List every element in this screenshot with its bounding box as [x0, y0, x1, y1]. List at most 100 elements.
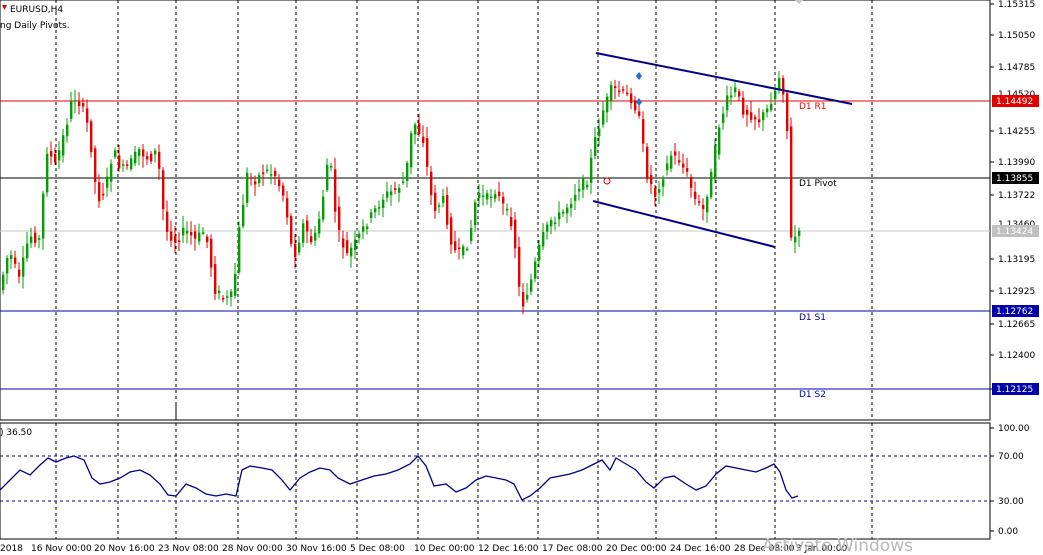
candle-body [650, 175, 653, 185]
time-axis-label: 23 Nov 08:00 [158, 544, 219, 554]
candle-body [78, 101, 81, 107]
candle-body [158, 151, 161, 169]
main-chart-frame [0, 0, 991, 421]
candle-body [462, 246, 465, 256]
candle-body [206, 236, 209, 243]
candle-body [38, 238, 41, 240]
lower-trendline[interactable] [592, 200, 776, 248]
candle-body [386, 191, 389, 198]
candle-body [502, 196, 505, 204]
candle-body [330, 165, 333, 168]
candle-body [26, 243, 29, 259]
candle-body [22, 257, 25, 277]
candle-body [786, 93, 789, 132]
candle-body [90, 121, 93, 153]
candle-body [162, 170, 165, 210]
candle-body [118, 155, 121, 169]
price-axis-label: 1.14255 [998, 127, 1035, 137]
candle-body [566, 207, 569, 214]
candle-body [262, 172, 265, 175]
candle-body [482, 195, 485, 198]
candle-body [406, 162, 409, 181]
candle-body [486, 193, 489, 200]
rsi-axis-label: 0.00 [998, 527, 1018, 537]
candle-body [490, 196, 493, 199]
candle-body [610, 85, 613, 102]
candle-body [770, 104, 773, 111]
candle-body [522, 292, 525, 307]
vertical-grid [55, 0, 873, 539]
candle-body [414, 124, 417, 135]
candle-body [722, 113, 725, 123]
candle-body [694, 191, 697, 200]
current-price-tag-text: 1.13424 [996, 227, 1033, 237]
candle-body [294, 243, 297, 258]
candle-body [514, 219, 517, 249]
candle-body [558, 212, 561, 220]
candle-body [378, 207, 381, 209]
candle-body [598, 128, 601, 137]
candle-body [730, 95, 733, 98]
candle-body [258, 175, 261, 184]
pivot-label: D1 Pivot [799, 179, 837, 189]
candle-body [218, 290, 221, 294]
candle-body [710, 171, 713, 198]
candle-body [322, 196, 325, 220]
candle-body [394, 188, 397, 190]
chart-shift-icon[interactable] [795, 0, 803, 4]
candle-body [586, 184, 589, 188]
candle-body [298, 242, 301, 253]
time-axis-label: 2018 [0, 544, 23, 554]
candle-body [670, 155, 673, 169]
sell-arrow-icon [2, 5, 7, 10]
candle-body [762, 112, 765, 121]
candle-body [306, 220, 309, 232]
candle-body [450, 217, 453, 245]
candle-body [426, 138, 429, 167]
candle-body [678, 160, 681, 163]
candle-body [114, 150, 117, 157]
candle-body [342, 238, 345, 248]
candle-body [606, 96, 609, 113]
candle-body [782, 78, 785, 95]
time-axis-label: 5 Dec 08:00 [350, 544, 405, 554]
candle-body [390, 191, 393, 196]
candle-body [182, 227, 185, 236]
candle-body [706, 196, 709, 213]
time-axis-label: 12 Dec 16:00 [478, 544, 539, 554]
candle-body [498, 191, 501, 196]
candle-body [178, 240, 181, 242]
candle-body [86, 108, 89, 123]
candle-body [582, 177, 585, 190]
candle-body [334, 169, 337, 212]
candle-body [546, 224, 549, 232]
r1-price-tag-text: 1.14492 [996, 97, 1033, 107]
candle-body [50, 151, 53, 157]
candle-body [538, 244, 541, 261]
rsi-axis-label: 30.00 [998, 497, 1024, 507]
candle-body [154, 150, 157, 155]
candle-body [222, 297, 225, 300]
candle-body [82, 103, 85, 107]
candle-body [590, 157, 593, 183]
candle-body [146, 156, 149, 160]
candle-body [106, 176, 109, 188]
candle-body [402, 181, 405, 184]
candle-body [166, 211, 169, 232]
candle-body [494, 193, 497, 199]
time-axis-label: 10 Dec 00:00 [414, 544, 475, 554]
candle-body [242, 204, 245, 227]
candle-body [658, 189, 661, 193]
candle-body [234, 273, 237, 296]
candle-body [194, 231, 197, 239]
upper-trendline[interactable] [595, 52, 853, 105]
activation-watermark: Activate Windows [762, 536, 913, 555]
candle-body [198, 232, 201, 242]
candle-body [754, 117, 757, 120]
candle-body [470, 228, 473, 242]
candle-body [466, 248, 469, 251]
candle-body [422, 136, 425, 143]
chart-symbol-title: EURUSD,H4 [10, 5, 63, 15]
candle-body [474, 202, 477, 226]
